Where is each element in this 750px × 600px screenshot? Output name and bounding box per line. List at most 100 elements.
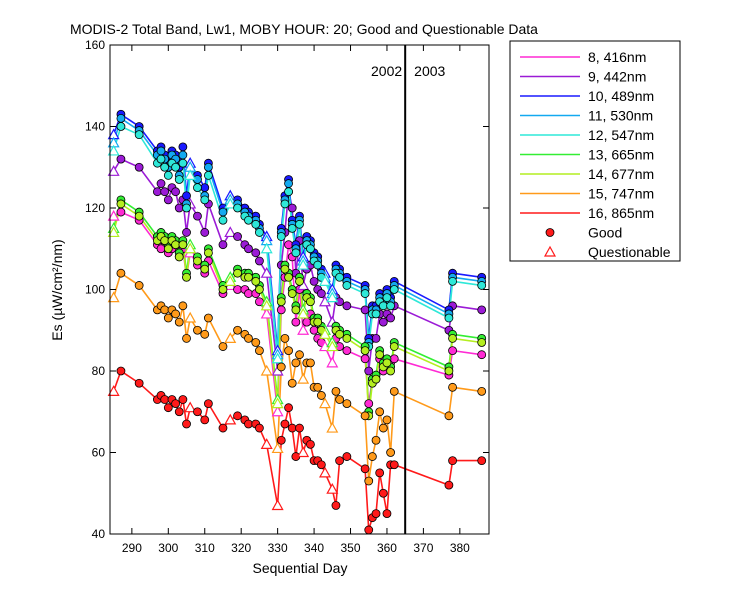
good-point xyxy=(251,248,261,258)
questionable-point xyxy=(318,328,332,339)
good-point xyxy=(182,272,191,282)
good-point xyxy=(375,350,385,360)
questionable-point xyxy=(107,165,120,176)
y-axis-ticks: 40 60 80 100 120 140 160 xyxy=(85,38,489,541)
good-point xyxy=(335,329,344,339)
good-point xyxy=(178,301,188,311)
good-point xyxy=(163,403,173,413)
good-point xyxy=(193,256,202,266)
good-point xyxy=(251,219,261,229)
good-point xyxy=(371,333,381,343)
good-point xyxy=(284,240,293,250)
good-point xyxy=(378,301,388,311)
good-point xyxy=(284,403,293,413)
good-point xyxy=(116,154,126,164)
good-point xyxy=(182,333,191,343)
good-point xyxy=(295,276,304,286)
good-point xyxy=(244,419,253,429)
good-point xyxy=(371,435,381,445)
good-point xyxy=(171,399,180,409)
legend-label-6: 14, 677nm xyxy=(588,166,654,182)
good-point xyxy=(233,285,242,294)
questionable-point xyxy=(326,340,339,352)
good-point xyxy=(193,183,202,193)
questionable-point xyxy=(260,438,273,449)
good-point xyxy=(364,399,374,409)
good-point xyxy=(182,203,191,213)
good-point xyxy=(203,170,213,180)
good-point xyxy=(280,199,290,209)
good-point xyxy=(218,215,228,225)
questionable-point xyxy=(297,258,310,270)
good-point xyxy=(182,228,191,237)
good-point xyxy=(367,452,377,461)
good-point xyxy=(444,480,454,490)
good-point xyxy=(178,142,188,152)
good-point xyxy=(295,219,304,229)
y-axis-label: Es (µW/cm²/nm) xyxy=(49,239,65,340)
x-tick-label: 290 xyxy=(122,541,142,555)
good-point xyxy=(382,509,392,519)
good-point xyxy=(255,423,264,433)
good-point xyxy=(163,170,173,180)
good-point xyxy=(389,460,399,470)
good-point xyxy=(218,423,228,433)
good-point xyxy=(364,476,374,486)
good-point xyxy=(360,289,370,298)
good-point xyxy=(218,285,228,294)
y-tick-label: 60 xyxy=(92,446,106,460)
good-point xyxy=(174,317,184,327)
questionable-point xyxy=(297,372,310,384)
x-axis-label: Sequential Day xyxy=(253,560,348,576)
good-point xyxy=(389,285,399,294)
good-point xyxy=(156,154,166,164)
good-point xyxy=(313,317,323,327)
good-point xyxy=(200,264,210,274)
good-point xyxy=(160,305,170,315)
good-point xyxy=(276,232,286,241)
good-point xyxy=(182,419,191,429)
good-point xyxy=(255,346,264,356)
good-point xyxy=(306,244,315,254)
good-point xyxy=(171,309,180,319)
good-point xyxy=(342,452,352,461)
good-point xyxy=(255,256,264,266)
good-point xyxy=(174,175,184,184)
good-point xyxy=(291,305,301,315)
good-point xyxy=(444,366,454,376)
good-point xyxy=(134,211,144,221)
questionable-point xyxy=(260,266,273,278)
questionable-point xyxy=(318,275,332,286)
good-point xyxy=(448,276,457,286)
good-point xyxy=(287,223,297,233)
legend-marker-label-1: Questionable xyxy=(588,244,671,260)
questionable-point xyxy=(184,242,197,254)
good-point xyxy=(182,191,191,201)
good-point xyxy=(200,415,210,425)
good-point xyxy=(178,150,188,160)
good-point xyxy=(477,386,487,396)
good-point xyxy=(276,435,286,445)
good-point xyxy=(448,456,457,466)
legend-label-2: 10, 489nm xyxy=(588,88,654,104)
questionable-point xyxy=(271,442,284,454)
year-label-2003: 2003 xyxy=(414,63,445,79)
legend-label-0: 8, 416nm xyxy=(588,49,646,65)
good-point xyxy=(382,358,392,368)
good-point xyxy=(448,333,457,343)
good-point xyxy=(200,195,210,205)
questionable-point xyxy=(318,397,332,409)
good-point xyxy=(233,232,242,241)
good-point xyxy=(306,297,315,307)
questionable-point xyxy=(107,291,120,303)
y-tick-label: 160 xyxy=(85,38,105,52)
x-axis-ticks: 290 300 310 320 330 340 350 360 370 380 xyxy=(122,45,470,555)
good-point xyxy=(160,395,170,404)
good-point xyxy=(306,358,315,368)
good-point xyxy=(244,215,253,225)
good-point xyxy=(444,411,454,421)
good-point xyxy=(448,382,457,392)
good-point xyxy=(284,272,293,282)
good-point xyxy=(163,313,173,323)
